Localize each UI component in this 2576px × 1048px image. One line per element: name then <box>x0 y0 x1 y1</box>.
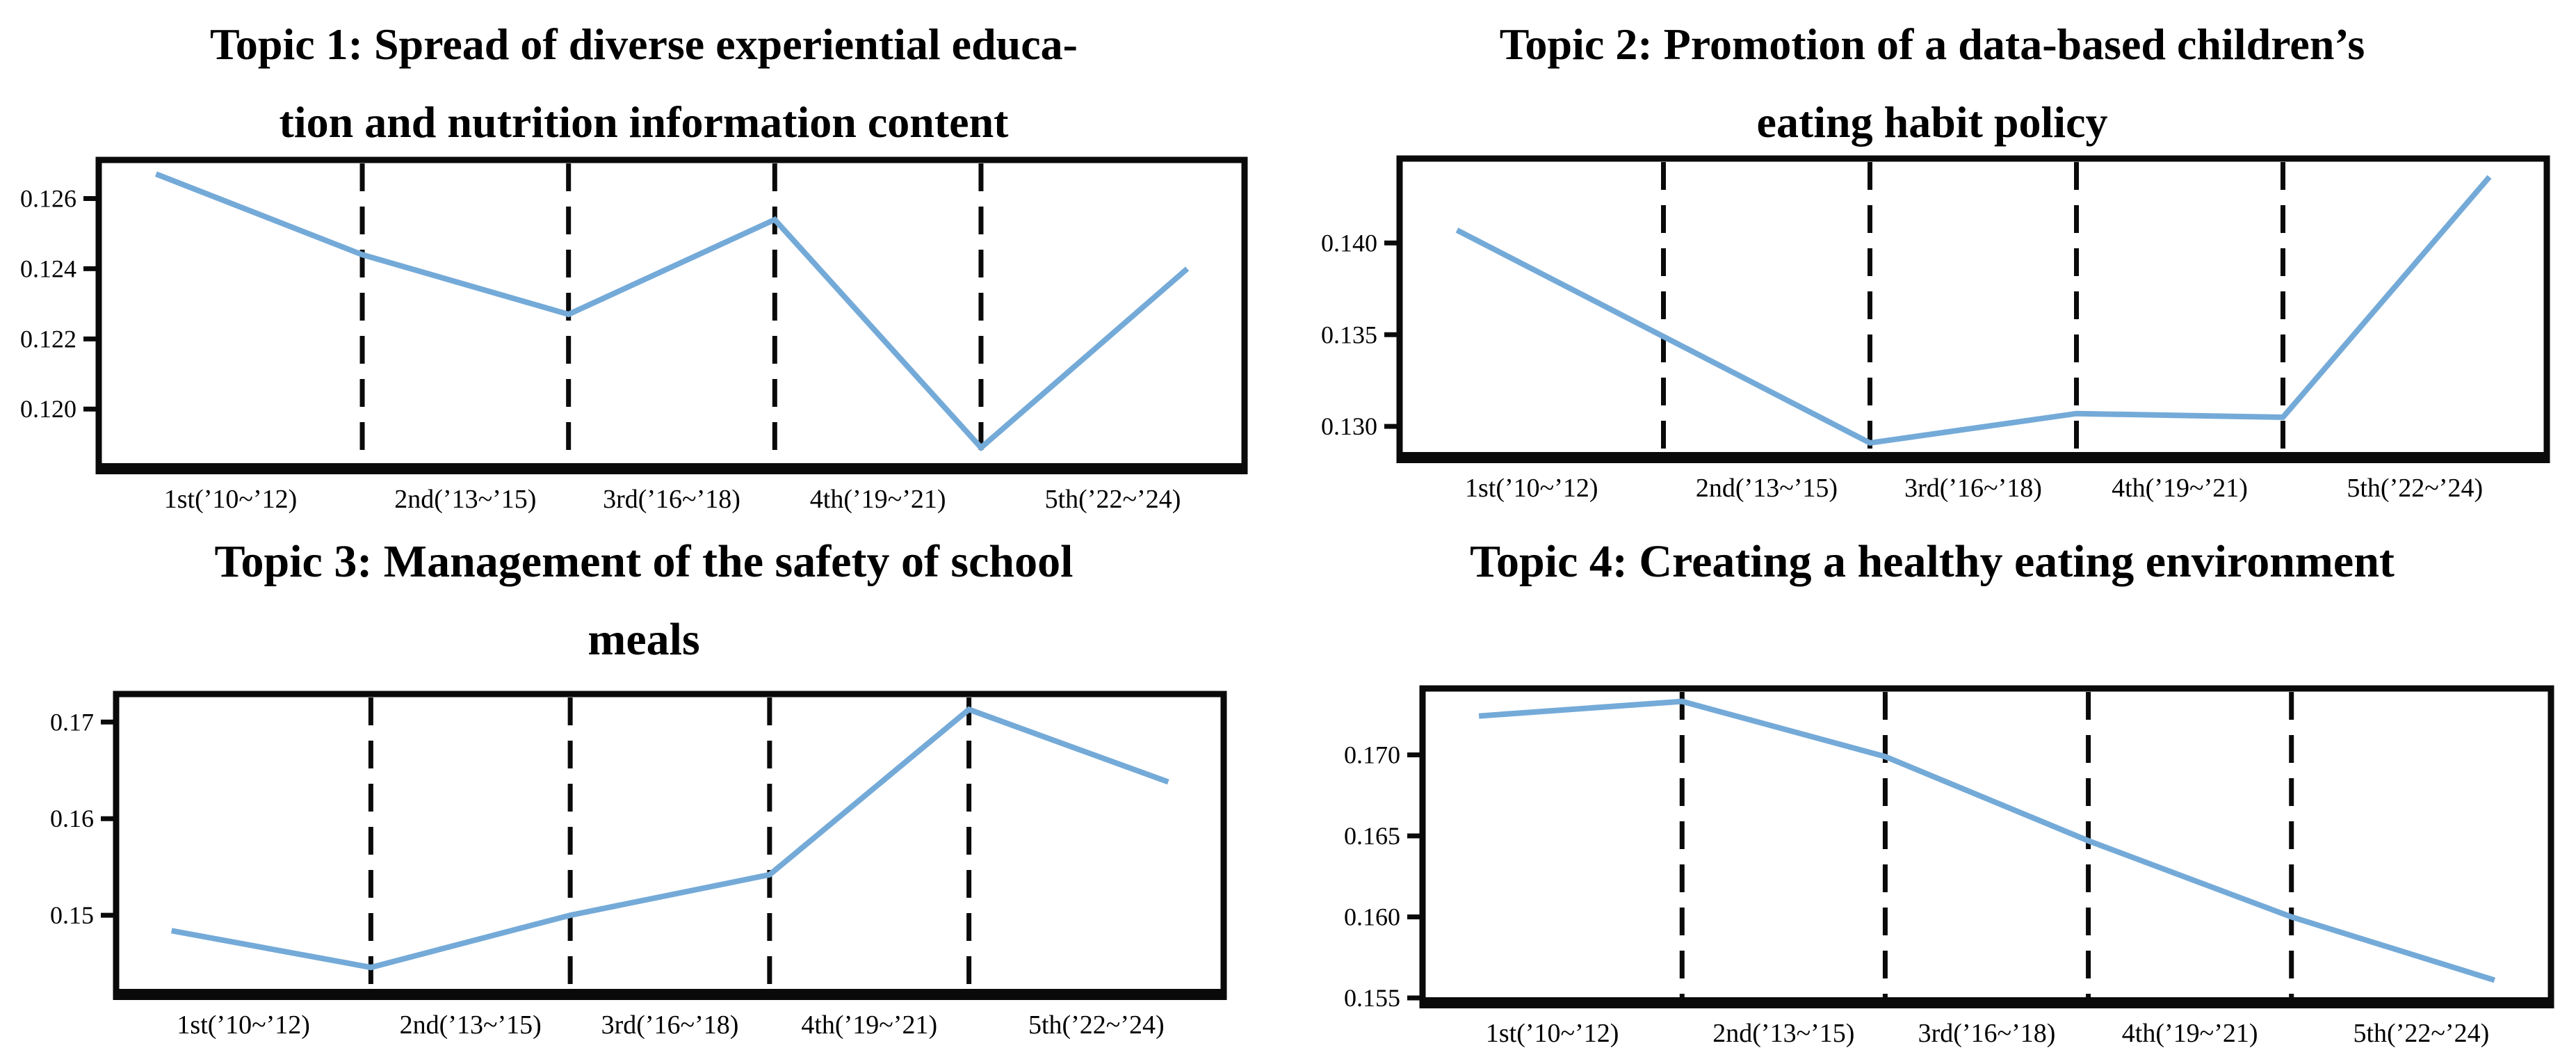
x-axis-label: 3rd(’16~’18) <box>1918 1019 2056 1048</box>
trend-line <box>154 171 1190 452</box>
x-axis-label: 1st(’10~’12) <box>1486 1019 1619 1048</box>
x-axis-label: 3rd(’16~’18) <box>1904 474 2042 503</box>
x-axis-label: 1st(’10~’12) <box>1465 474 1598 503</box>
y-tick-label: 0.126 <box>20 185 76 213</box>
title-line: tion and nutrition information content <box>279 97 1009 147</box>
trend-line <box>1455 175 2492 446</box>
title-line: Topic 2: Promotion of a data-based child… <box>1499 19 2365 69</box>
trend-line <box>170 706 1169 971</box>
title-line: Topic 1: Spread of diverse experiential … <box>210 19 1078 69</box>
y-tick-label: 0.122 <box>20 325 76 353</box>
title-line: eating habit policy <box>1756 97 2108 147</box>
x-axis-label: 5th(’22~’24) <box>1028 1010 1165 1040</box>
topic-2-chart: 0.140 0.135 0.130 1st(’10~’12) 2nd(’13~’15) 3… <box>1321 155 2550 503</box>
x-axis-label: 2nd(’13~’15) <box>394 485 536 514</box>
x-axis-label: 1st(’10~’12) <box>177 1010 310 1040</box>
x-axis-label: 5th(’22~’24) <box>2353 1019 2489 1048</box>
x-axis-label: 4th(’19~’21) <box>2112 474 2248 503</box>
x-axis-label: 2nd(’13~’15) <box>400 1010 542 1040</box>
title-line: Topic 4: Creating a healthy eating envir… <box>1470 536 2395 587</box>
y-tick-label: 0.135 <box>1321 321 1377 348</box>
y-tick-label: 0.17 <box>50 708 94 736</box>
chart-title-topic-3: Topic 3: Management of the safety of sch… <box>0 523 1288 679</box>
plot-frame <box>1419 685 2554 1006</box>
x-axis-label: 2nd(’13~’15) <box>1712 1019 1854 1048</box>
topic-1-chart: 0.126 0.124 0.122 0.120 1st(’10~’12) 2nd(’13~… <box>20 156 1248 514</box>
y-tick-label: 0.16 <box>50 805 94 832</box>
x-axis-label: 4th(’19~’21) <box>801 1010 937 1040</box>
y-tick-label: 0.155 <box>1344 984 1400 1012</box>
plot-frame <box>95 156 1248 472</box>
y-tick-label: 0.15 <box>50 901 94 929</box>
y-tick-label: 0.170 <box>1344 741 1400 769</box>
y-tick-label: 0.165 <box>1344 822 1400 850</box>
x-axis-label: 4th(’19~’21) <box>2122 1019 2258 1048</box>
x-axis-label: 2nd(’13~’15) <box>1696 474 1838 503</box>
x-axis-label: 1st(’10~’12) <box>164 485 298 514</box>
title-line: meals <box>588 614 700 665</box>
topic-4-chart: 0.170 0.165 0.160 0.155 1st(’10~’12) 2nd(’13~… <box>1344 685 2554 1048</box>
title-line: Topic 3: Management of the safety of sch… <box>214 536 1074 587</box>
x-axis-label: 3rd(’16~’18) <box>601 1010 739 1040</box>
y-tick-label: 0.140 <box>1321 229 1377 257</box>
y-tick-label: 0.160 <box>1344 903 1400 931</box>
x-axis-label: 5th(’22~’24) <box>2347 474 2483 503</box>
y-tick-label: 0.124 <box>20 255 76 282</box>
y-tick-label: 0.120 <box>20 395 76 423</box>
chart-title-topic-4: Topic 4: Creating a healthy eating envir… <box>1288 523 2576 601</box>
x-axis-label: 5th(’22~’24) <box>1045 485 1181 514</box>
topic-3-chart: 0.17 0.16 0.15 1st(’10~’12) 2nd(’13~’15) 3rd(… <box>50 691 1227 1040</box>
y-tick-label: 0.130 <box>1321 412 1377 440</box>
x-axis-label: 4th(’19~’21) <box>810 485 946 514</box>
trend-line <box>1478 698 2495 983</box>
chart-title-topic-1: Topic 1: Spread of diverse experiential … <box>0 6 1288 161</box>
chart-title-topic-2: Topic 2: Promotion of a data-based child… <box>1288 6 2576 161</box>
x-axis-label: 3rd(’16~’18) <box>603 485 740 514</box>
